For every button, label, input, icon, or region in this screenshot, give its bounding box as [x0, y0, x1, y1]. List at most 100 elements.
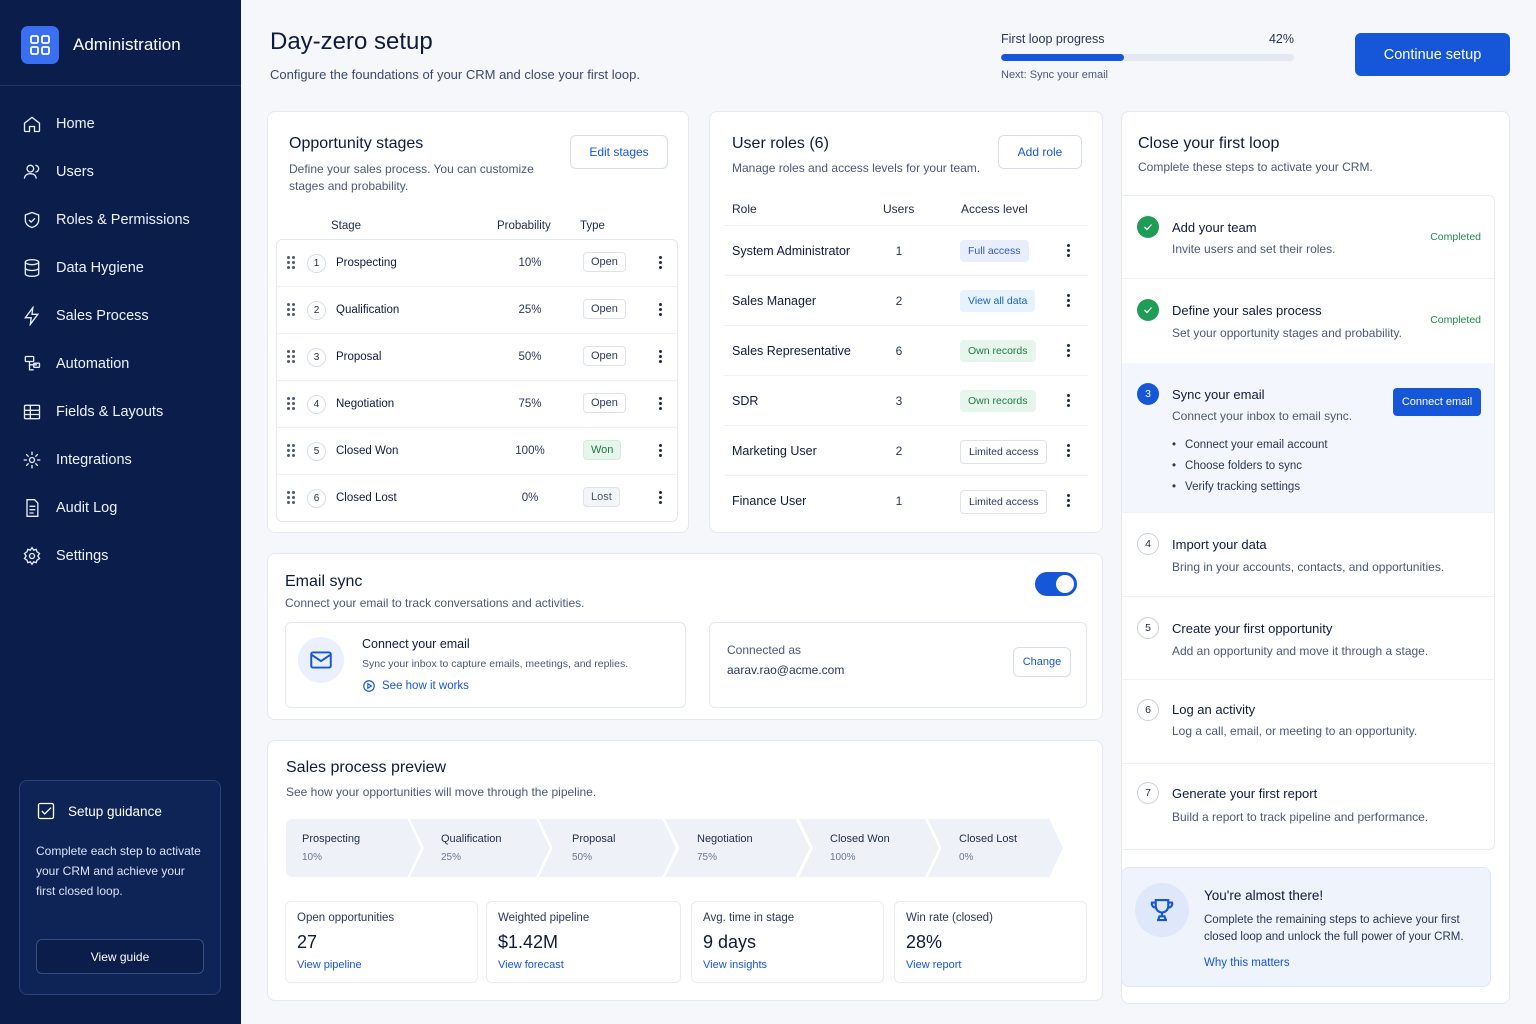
- loop-step-4[interactable]: 4 Import your data Bring in your account…: [1122, 513, 1494, 597]
- loop-step-5[interactable]: 5 Create your first opportunity Add an o…: [1122, 597, 1494, 680]
- more-options-icon[interactable]: [1067, 444, 1071, 458]
- sidebar-item-home[interactable]: Home: [0, 100, 241, 148]
- drag-handle-icon[interactable]: [287, 444, 295, 458]
- stage-probability: 100%: [515, 445, 545, 457]
- stage-name: Qualification: [336, 304, 400, 316]
- pipeline-stage: Qualification 25%: [410, 819, 550, 877]
- role-users: 2: [895, 294, 903, 308]
- loop-step-1[interactable]: Add your team Invite users and set their…: [1122, 196, 1494, 279]
- table-row: 1 Prospecting 10% Open: [277, 240, 677, 287]
- loop-step-6[interactable]: 6 Log an activity Log a call, email, or …: [1122, 680, 1494, 764]
- first-loop-progress: First loop progress 42% Next: Sync your …: [1001, 32, 1294, 81]
- app-title: Administration: [73, 34, 181, 54]
- table-row: 6 Closed Lost 0% Lost: [277, 475, 677, 522]
- connected-email: aarav.rao@acme.com: [727, 663, 845, 677]
- drag-handle-icon[interactable]: [287, 256, 295, 270]
- email-sync-toggle[interactable]: [1035, 572, 1077, 596]
- stage-type-badge: Open: [583, 393, 626, 413]
- more-options-icon[interactable]: [659, 303, 663, 317]
- brand: Administration: [0, 0, 241, 86]
- sidebar-item-label: Fields & Layouts: [56, 404, 164, 420]
- progress-next: Next: Sync your email: [1001, 69, 1108, 81]
- database-icon: [24, 259, 40, 278]
- pipeline-stage: Closed Lost 0%: [928, 819, 1063, 877]
- role-name: SDR: [732, 394, 759, 408]
- drag-handle-icon[interactable]: [287, 303, 295, 317]
- metric-weighted-pipeline: Weighted pipeline $1.42M View forecast: [486, 901, 681, 983]
- page-subtitle: Configure the foundations of your CRM an…: [270, 67, 640, 82]
- view-report-link[interactable]: View report: [906, 959, 962, 971]
- grid-icon: [23, 404, 41, 420]
- more-options-icon[interactable]: [1067, 344, 1071, 358]
- table-row: Sales Manager 2 View all data: [724, 275, 1088, 325]
- sidebar-item-users[interactable]: Users: [0, 148, 241, 196]
- sidebar-item-data-hygiene[interactable]: Data Hygiene: [0, 244, 241, 292]
- more-options-icon[interactable]: [1067, 244, 1071, 258]
- stage-type-badge: Open: [583, 346, 626, 366]
- metric-label: Win rate (closed): [906, 912, 993, 924]
- col-probability: Probability: [497, 220, 551, 232]
- more-options-icon[interactable]: [659, 397, 663, 411]
- play-icon: [363, 680, 375, 692]
- more-options-icon[interactable]: [659, 444, 663, 458]
- table-row: 2 Qualification 25% Open: [277, 287, 677, 334]
- more-options-icon[interactable]: [1067, 294, 1071, 308]
- almost-there-card: You're almost there! Complete the remain…: [1121, 867, 1491, 987]
- stage-name: Prospecting: [336, 257, 397, 269]
- step-status-badge: Completed: [1430, 231, 1481, 243]
- view-pipeline-link[interactable]: View pipeline: [297, 959, 362, 971]
- table-row: 4 Negotiation 75% Open: [277, 381, 677, 428]
- loop-step-2[interactable]: Define your sales process Set your oppor…: [1122, 279, 1494, 363]
- step-desc: Build a report to track pipeline and per…: [1172, 810, 1429, 824]
- progress-fill: [1001, 54, 1125, 61]
- sidebar-item-integrations[interactable]: Integrations: [0, 436, 241, 484]
- add-role-button[interactable]: Add role: [998, 135, 1082, 169]
- view-forecast-link[interactable]: View forecast: [498, 959, 564, 971]
- sidebar-item-label: Sales Process: [56, 308, 149, 324]
- more-options-icon[interactable]: [1067, 494, 1071, 508]
- change-button[interactable]: Change: [1013, 647, 1071, 677]
- more-options-icon[interactable]: [659, 350, 663, 364]
- sidebar-item-settings[interactable]: Settings: [0, 532, 241, 580]
- roles-title: User roles (6): [732, 135, 829, 152]
- pipeline-stage-name: Qualification: [441, 833, 502, 845]
- loop-step-3[interactable]: 3 Sync your email Connect your inbox to …: [1122, 363, 1494, 513]
- bolt-icon: [24, 306, 40, 326]
- why-this-matters-link[interactable]: Why this matters: [1204, 957, 1290, 969]
- more-options-icon[interactable]: [659, 491, 663, 505]
- metric-label: Weighted pipeline: [498, 912, 590, 924]
- sidebar-item-automation[interactable]: Automation: [0, 340, 241, 388]
- stage-probability: 0%: [521, 492, 539, 504]
- continue-setup-button[interactable]: Continue setup: [1355, 33, 1510, 76]
- see-how-link[interactable]: See how it works: [362, 679, 469, 693]
- more-options-icon[interactable]: [659, 256, 663, 270]
- see-how-label: See how it works: [382, 680, 469, 692]
- sidebar-item-sales-process[interactable]: Sales Process: [0, 292, 241, 340]
- sidebar-item-audit-log[interactable]: Audit Log: [0, 484, 241, 532]
- connect-email-button[interactable]: Connect email: [1393, 388, 1481, 416]
- pipeline-stage-name: Closed Lost: [959, 833, 1018, 845]
- view-guide-button[interactable]: View guide: [36, 939, 204, 974]
- pipeline-stage-pct: 10%: [302, 852, 323, 863]
- pipeline-stage: Closed Won 100%: [799, 819, 939, 877]
- checklist-item: Choose folders to sync: [1172, 456, 1328, 477]
- step-desc: Connect your inbox to email sync.: [1172, 409, 1353, 423]
- drag-handle-icon[interactable]: [287, 491, 295, 505]
- stage-name: Negotiation: [336, 398, 395, 410]
- drag-handle-icon[interactable]: [287, 397, 295, 411]
- more-options-icon[interactable]: [1067, 394, 1071, 408]
- email-sync-card: Email sync Connect your email to track c…: [267, 553, 1103, 720]
- sidebar-item-fields-layouts[interactable]: Fields & Layouts: [0, 388, 241, 436]
- sidebar-item-label: Data Hygiene: [56, 260, 144, 276]
- apps-grid-icon[interactable]: [21, 25, 59, 64]
- sidebar-item-roles[interactable]: Roles & Permissions: [0, 196, 241, 244]
- role-name: Sales Manager: [732, 294, 817, 308]
- pipeline-stage-pct: 100%: [830, 852, 856, 863]
- loop-step-7[interactable]: 7 Generate your first report Build a rep…: [1122, 764, 1494, 850]
- pipeline-stage-name: Proposal: [572, 833, 616, 845]
- step-title: Sync your email: [1172, 387, 1265, 402]
- progress-bar: [1001, 54, 1294, 61]
- edit-stages-button[interactable]: Edit stages: [570, 135, 668, 169]
- view-insights-link[interactable]: View insights: [703, 959, 767, 971]
- drag-handle-icon[interactable]: [287, 350, 295, 364]
